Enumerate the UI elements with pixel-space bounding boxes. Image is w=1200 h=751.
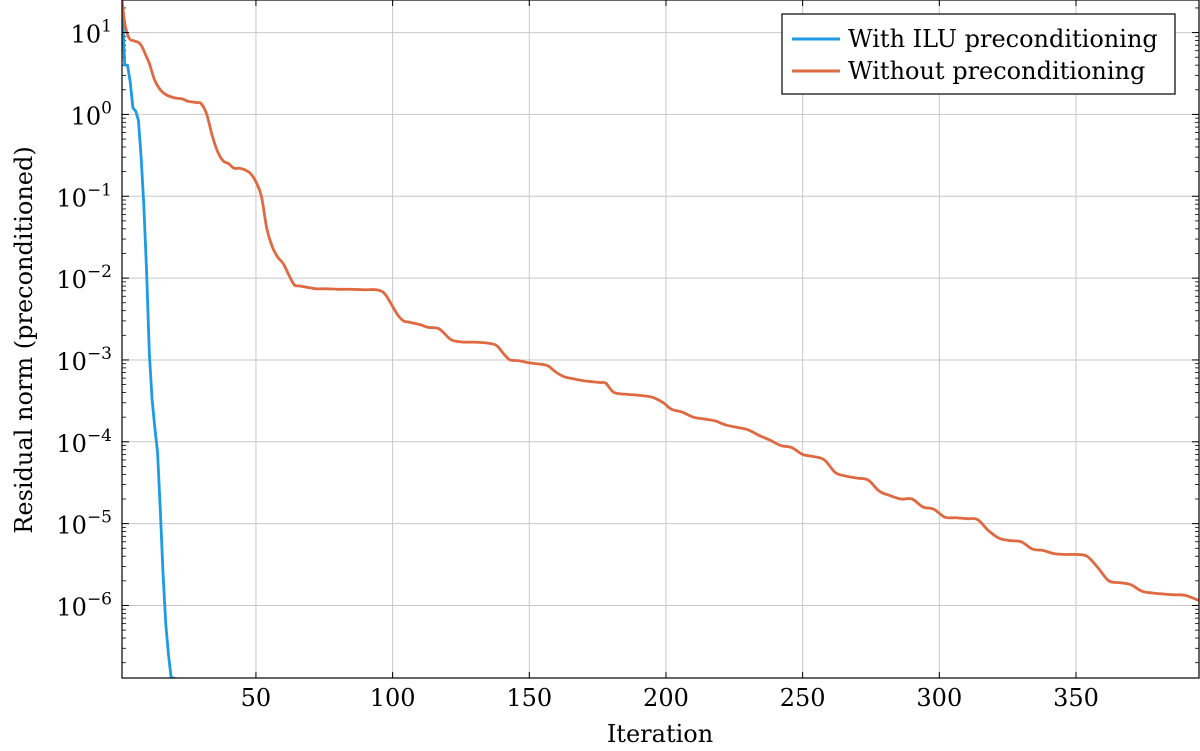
y-tick-label: 10−1 xyxy=(56,180,112,212)
minor-ticks xyxy=(122,7,1199,664)
series-line-unpreconditioned xyxy=(122,0,1199,602)
legend-label-ilu: With ILU preconditioning xyxy=(848,25,1158,53)
y-tick-label: 101 xyxy=(71,17,112,49)
x-tick-label: 200 xyxy=(643,684,689,712)
x-tick-label: 150 xyxy=(506,684,552,712)
legend-label-unpreconditioned: Without preconditioning xyxy=(848,57,1145,85)
y-tick-label: 10−3 xyxy=(56,344,112,376)
y-tick-label: 10−6 xyxy=(56,589,112,621)
x-tick-label: 350 xyxy=(1053,684,1099,712)
y-tick-label: 10−4 xyxy=(56,426,112,458)
x-axis-label: Iteration xyxy=(607,720,713,748)
legend: With ILU preconditioning Without precond… xyxy=(781,13,1176,95)
x-tick-label: 300 xyxy=(916,684,962,712)
y-tick-label: 10−5 xyxy=(56,508,112,540)
grid xyxy=(122,0,1199,678)
x-tick-label: 100 xyxy=(370,684,416,712)
y-axis-label: Residual norm (preconditioned) xyxy=(10,146,38,533)
x-tick-label: 250 xyxy=(780,684,826,712)
y-tick-label: 100 xyxy=(71,98,112,130)
y-axis-ticks: 101 100 10−1 10−2 10−3 10−4 10−5 10−6 xyxy=(56,17,1199,621)
x-axis-ticks: 50 100 150 200 250 300 350 xyxy=(241,0,1099,712)
x-tick-label: 50 xyxy=(241,684,272,712)
legend-box xyxy=(781,13,1176,95)
y-tick-label: 10−2 xyxy=(56,262,112,294)
series-layer xyxy=(122,0,1199,678)
plot-frame xyxy=(121,0,1200,679)
series-line-ilu xyxy=(122,0,176,678)
